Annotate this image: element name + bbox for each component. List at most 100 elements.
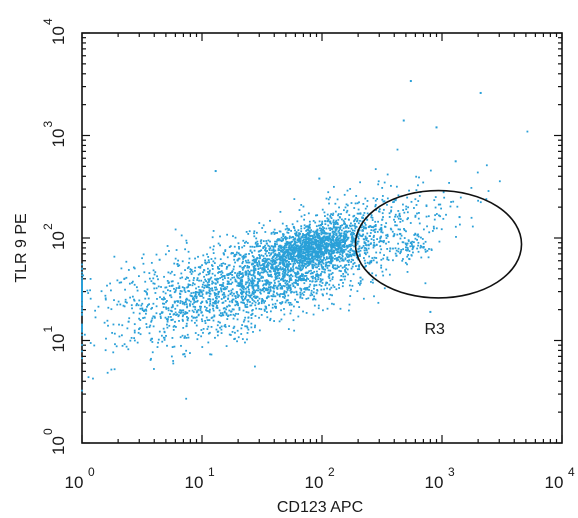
event-dot xyxy=(278,256,281,259)
event-dot xyxy=(296,255,299,258)
event-dot xyxy=(157,278,159,281)
event-dot xyxy=(299,237,302,240)
event-dot xyxy=(113,299,115,302)
event-dot xyxy=(477,199,480,202)
event-dot xyxy=(438,214,440,217)
event-dot xyxy=(262,264,265,267)
event-dot xyxy=(217,293,220,296)
event-dot xyxy=(375,261,378,264)
event-dot xyxy=(284,235,287,238)
event-dot xyxy=(193,301,196,304)
event-dot xyxy=(285,241,288,243)
event-dot xyxy=(320,263,323,266)
event-dot xyxy=(286,231,289,234)
event-dot xyxy=(348,284,351,287)
event-dot xyxy=(282,277,285,279)
event-dot xyxy=(250,322,253,325)
event-dot xyxy=(330,240,332,243)
event-dot xyxy=(183,287,186,289)
event-dot xyxy=(327,245,330,247)
event-dot xyxy=(253,230,256,233)
event-dot xyxy=(221,312,224,314)
event-dot xyxy=(162,327,165,330)
event-dot xyxy=(307,253,310,256)
event-dot xyxy=(267,286,270,289)
event-dot xyxy=(331,252,334,255)
event-dot xyxy=(242,239,245,242)
event-dot xyxy=(245,281,248,284)
event-dot xyxy=(247,261,250,264)
event-dot xyxy=(297,267,300,270)
event-dot xyxy=(268,254,271,257)
event-dot xyxy=(303,291,306,293)
event-dot xyxy=(287,246,290,249)
event-dot xyxy=(159,315,162,318)
event-dot xyxy=(263,287,266,290)
event-dot xyxy=(224,286,226,289)
event-dot xyxy=(331,278,334,281)
event-dot xyxy=(222,296,225,299)
event-dot xyxy=(280,285,283,288)
event-dot xyxy=(256,261,259,264)
event-dot xyxy=(216,280,219,283)
event-dot xyxy=(240,283,243,286)
event-dot xyxy=(252,258,255,261)
event-dot xyxy=(280,257,282,259)
event-dot xyxy=(350,255,353,258)
event-dot xyxy=(417,235,420,238)
event-dot xyxy=(300,288,303,290)
event-dot xyxy=(416,247,419,250)
event-dot xyxy=(270,273,272,276)
event-dot xyxy=(326,287,328,290)
event-dot xyxy=(315,250,317,252)
event-dot xyxy=(289,252,292,254)
event-dot xyxy=(338,246,341,249)
event-dot xyxy=(251,309,254,311)
event-dot xyxy=(179,309,181,312)
event-dot xyxy=(292,319,295,322)
event-dot xyxy=(171,305,174,308)
event-dot xyxy=(351,244,354,247)
event-dot xyxy=(236,259,239,262)
event-dot xyxy=(344,235,347,238)
event-dot xyxy=(439,215,442,218)
event-dot xyxy=(294,262,297,265)
event-dot xyxy=(303,277,305,280)
event-dot xyxy=(320,265,323,267)
event-dot xyxy=(455,235,457,238)
event-dot xyxy=(256,240,259,243)
event-dot xyxy=(196,310,198,313)
event-dot xyxy=(397,194,400,197)
event-dot xyxy=(251,255,254,257)
event-dot xyxy=(314,276,316,279)
event-dot xyxy=(345,211,348,214)
event-dot xyxy=(407,253,410,256)
event-dot xyxy=(281,273,284,275)
event-dot xyxy=(226,283,229,285)
event-dot xyxy=(301,292,304,295)
event-dot xyxy=(229,293,232,295)
event-dot xyxy=(269,275,272,278)
event-dot xyxy=(177,265,179,267)
event-dot xyxy=(271,298,274,301)
event-dot xyxy=(300,225,303,228)
event-dot xyxy=(411,240,414,243)
event-dot xyxy=(252,286,255,288)
event-dot xyxy=(287,271,290,274)
event-dot xyxy=(124,288,126,291)
event-dot xyxy=(343,246,346,248)
event-dot xyxy=(187,290,190,292)
event-dot xyxy=(254,258,257,261)
event-dot xyxy=(133,283,136,286)
event-dot xyxy=(284,295,287,297)
event-dot xyxy=(267,268,269,271)
event-dot xyxy=(296,239,299,241)
event-dot xyxy=(332,225,335,228)
event-dot xyxy=(434,206,437,209)
event-dot xyxy=(379,240,382,243)
event-dot xyxy=(197,285,200,288)
event-dot xyxy=(332,223,335,226)
event-dot xyxy=(214,288,217,291)
event-dot xyxy=(209,287,212,290)
event-dot xyxy=(313,255,316,258)
